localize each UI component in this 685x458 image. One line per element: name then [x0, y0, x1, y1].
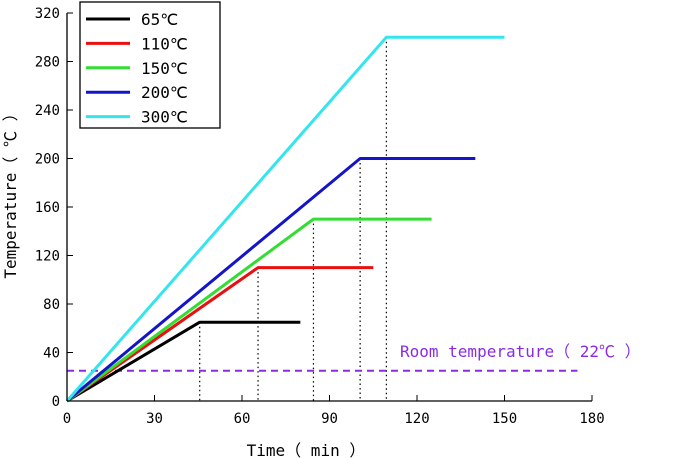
- x-tick-label: 0: [63, 411, 71, 427]
- y-tick-label: 280: [35, 55, 60, 71]
- legend: 65℃ 110℃ 150℃ 200℃ 300℃: [79, 1, 221, 129]
- room-temperature-label: Room temperature（ 22℃ ）: [400, 342, 641, 361]
- legend-box: [79, 1, 221, 129]
- legend-label-110: 110℃: [141, 34, 188, 53]
- series-line-300: [65, 35, 505, 402]
- x-tick-label: 30: [146, 411, 163, 427]
- series-line-110: [66, 266, 374, 403]
- legend-label-150: 150℃: [141, 59, 188, 78]
- y-axis-ticks: 0 40 80 120 160 200 240 280 320: [35, 6, 73, 410]
- y-axis-title: Temperature（ ℃ ）: [1, 105, 20, 278]
- x-tick-label: 60: [234, 411, 251, 427]
- drop-lines: [199, 37, 387, 401]
- x-tick-label: 180: [579, 411, 604, 427]
- y-tick-label: 40: [43, 346, 60, 362]
- series-group: [65, 35, 505, 403]
- x-axis-title: Time（ min ）: [247, 441, 366, 458]
- series-line-65: [66, 320, 301, 403]
- y-tick-label: 320: [35, 6, 60, 22]
- x-tick-label: 90: [321, 411, 338, 427]
- x-tick-label: 120: [404, 411, 429, 427]
- series-line-200: [66, 157, 476, 403]
- x-tick-label: 150: [492, 411, 517, 427]
- legend-label-65: 65℃: [141, 10, 178, 29]
- y-tick-label: 160: [35, 200, 60, 216]
- y-tick-label: 80: [43, 297, 60, 313]
- series-line-150: [66, 217, 432, 403]
- x-axis-ticks: 0 30 60 90 120 150 180: [63, 395, 605, 427]
- y-tick-label: 0: [52, 394, 60, 410]
- y-tick-label: 120: [35, 249, 60, 265]
- legend-label-300: 300℃: [141, 108, 188, 127]
- legend-label-200: 200℃: [141, 83, 188, 102]
- y-tick-label: 200: [35, 152, 60, 168]
- y-tick-label: 240: [35, 103, 60, 119]
